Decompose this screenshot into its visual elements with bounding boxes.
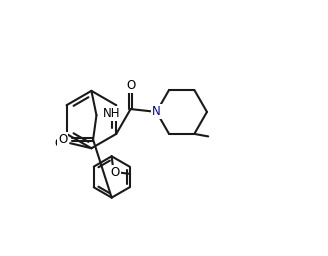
Text: O: O	[126, 79, 135, 92]
Text: O: O	[111, 166, 120, 179]
Text: O: O	[58, 133, 68, 146]
Text: NH: NH	[103, 107, 120, 120]
Text: N: N	[152, 105, 161, 119]
Text: Cl: Cl	[54, 137, 66, 150]
